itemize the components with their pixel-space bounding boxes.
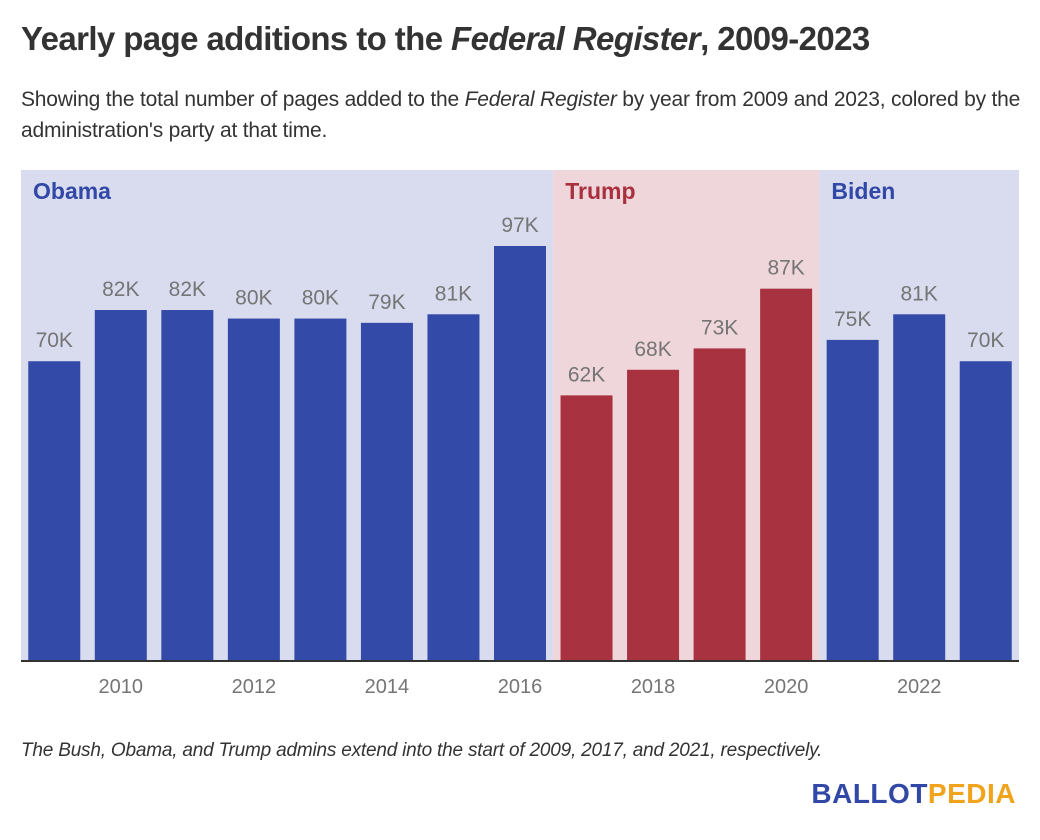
- value-label-2010: 82K: [102, 278, 139, 301]
- value-label-2015: 81K: [435, 282, 472, 305]
- x-tick-2014: 2014: [365, 676, 410, 698]
- value-label-2013: 80K: [302, 287, 339, 310]
- chart-subtitle: Showing the total number of pages added …: [21, 84, 1021, 146]
- value-label-2009: 70K: [36, 329, 73, 352]
- value-label-2018: 68K: [634, 338, 671, 361]
- bar-2014: [360, 322, 413, 660]
- bar-2010: [94, 310, 147, 660]
- ballotpedia-logo: BALLOTPEDIA: [811, 778, 1016, 810]
- bar-2011: [161, 310, 214, 660]
- footnote: The Bush, Obama, and Trump admins extend…: [21, 740, 823, 761]
- band-label-biden: Biden: [831, 178, 895, 204]
- bar-2023: [959, 361, 1012, 660]
- value-label-2012: 80K: [235, 287, 272, 310]
- value-label-2016: 97K: [501, 214, 538, 237]
- value-label-2023: 70K: [967, 329, 1004, 352]
- bar-2013: [294, 318, 347, 660]
- value-label-2022: 81K: [901, 282, 938, 305]
- value-label-2021: 75K: [834, 308, 871, 331]
- band-label-obama: Obama: [33, 178, 111, 204]
- x-tick-2018: 2018: [631, 676, 676, 698]
- bar-chart: Obama Trump Biden 70K 82K 82K 80K 80K 79K 81K 97K 6…: [21, 170, 1019, 698]
- logo-part-ballot: BALLOT: [811, 778, 928, 809]
- x-tick-2022: 2022: [897, 676, 942, 698]
- band-label-trump: Trump: [565, 178, 635, 204]
- value-label-2020: 87K: [767, 257, 804, 280]
- subtitle-italic: Federal Register: [464, 88, 617, 111]
- chart-title: Yearly page additions to the Federal Reg…: [21, 20, 870, 58]
- bar-2021: [826, 339, 879, 660]
- bar-2017: [560, 395, 613, 660]
- logo-part-pedia: PEDIA: [927, 778, 1016, 809]
- x-tick-2016: 2016: [498, 676, 543, 698]
- value-label-2014: 79K: [368, 291, 405, 314]
- subtitle-text-end: by year from 2009 and 2023, colored by t…: [21, 88, 1021, 142]
- x-tick-2010: 2010: [99, 676, 144, 698]
- subtitle-text: Showing the total number of pages added …: [21, 88, 465, 111]
- bar-2009: [28, 361, 81, 660]
- bar-2015: [427, 314, 480, 660]
- value-label-2019: 73K: [701, 316, 738, 339]
- bar-2016: [494, 246, 546, 660]
- title-text: Yearly page additions to the: [21, 20, 452, 57]
- bar-2022: [893, 314, 946, 660]
- bar-2020: [760, 288, 813, 660]
- title-text-end: , 2009-2023: [700, 20, 870, 57]
- value-label-2011: 82K: [169, 278, 206, 301]
- value-label-2017: 62K: [568, 363, 605, 386]
- x-tick-2020: 2020: [764, 676, 809, 698]
- x-tick-2012: 2012: [232, 676, 277, 698]
- bar-2019: [693, 348, 746, 660]
- bar-2018: [627, 369, 680, 660]
- title-italic: Federal Register: [451, 20, 701, 57]
- bar-2012: [227, 318, 280, 660]
